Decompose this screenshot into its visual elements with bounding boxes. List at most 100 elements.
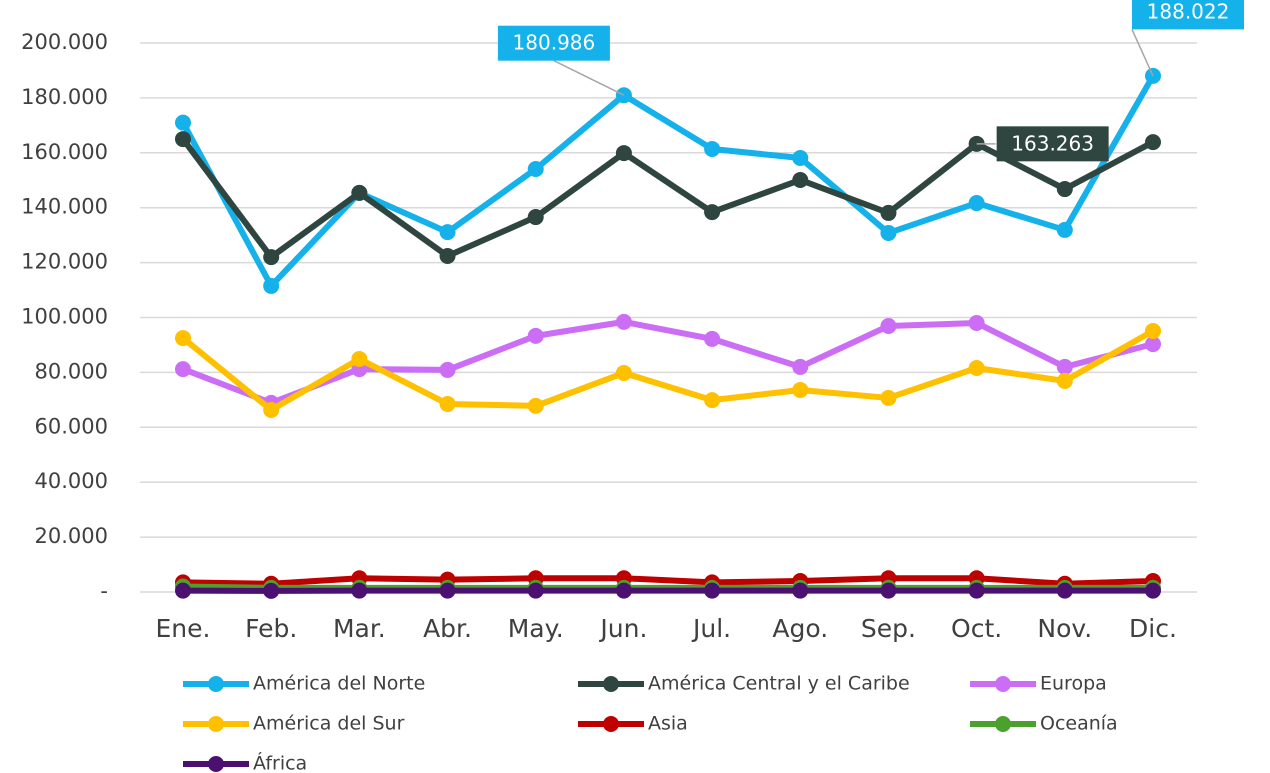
data-point — [1056, 221, 1073, 238]
legend-marker — [208, 676, 224, 692]
series-line — [180, 74, 1156, 289]
data-point — [263, 582, 280, 599]
y-tick-label: - — [100, 579, 108, 603]
y-tick-label: 40.000 — [35, 469, 108, 493]
data-point — [880, 389, 897, 406]
data-point — [880, 204, 897, 221]
data-point — [704, 582, 721, 599]
legend-label: América del Sur — [253, 713, 405, 735]
leader-line — [1131, 29, 1154, 77]
data-point — [704, 392, 721, 409]
data-point — [792, 381, 809, 398]
data-point — [175, 330, 191, 347]
data-point — [439, 361, 456, 378]
data-label: 180.986 — [513, 31, 596, 55]
data-point — [351, 184, 368, 201]
x-tick-label: Oct. — [951, 614, 1002, 643]
legend-label: Europa — [1040, 673, 1107, 695]
data-point — [439, 395, 456, 412]
data-point — [1056, 358, 1073, 375]
data-point — [615, 145, 632, 162]
legend-label: África — [253, 752, 307, 773]
data-point — [615, 364, 632, 381]
legend-marker — [603, 716, 619, 732]
data-point — [351, 350, 368, 367]
data-point — [792, 582, 809, 599]
data-point — [880, 318, 897, 335]
y-tick-label: 180.000 — [21, 85, 108, 109]
y-tick-label: 160.000 — [21, 140, 108, 164]
legend-label: América del Norte — [253, 673, 425, 695]
series-line — [181, 328, 1155, 414]
y-tick-label: 140.000 — [21, 195, 108, 219]
data-point — [968, 582, 985, 599]
data-point — [615, 582, 632, 599]
x-tick-label: Jul. — [691, 614, 731, 643]
data-point — [263, 277, 280, 294]
data-point — [263, 249, 280, 266]
data-point — [175, 361, 191, 378]
data-point — [527, 160, 544, 177]
x-tick-label: Mar. — [333, 614, 386, 643]
legend-marker — [208, 756, 224, 772]
legend-label: América Central y el Caribe — [648, 673, 910, 695]
legend-label: Oceanía — [1040, 713, 1118, 735]
y-tick-label: 20.000 — [35, 524, 108, 548]
series-line — [181, 318, 1154, 406]
series-line — [182, 575, 1154, 587]
data-point — [351, 582, 368, 599]
data-point — [704, 140, 721, 157]
data-point — [439, 248, 456, 265]
y-tick-label: 200.000 — [21, 30, 108, 54]
data-point — [1145, 336, 1161, 353]
data-point — [880, 224, 897, 241]
x-tick-label: Sep. — [861, 614, 916, 643]
legend-marker — [995, 676, 1011, 692]
data-point — [1056, 582, 1073, 599]
data-point — [439, 582, 456, 599]
legend-label: Asia — [648, 713, 688, 735]
data-point — [1056, 181, 1073, 198]
y-tick-label: 80.000 — [35, 359, 108, 383]
y-tick-label: 120.000 — [21, 250, 108, 274]
data-point — [527, 209, 544, 226]
data-label-box — [1132, 0, 1244, 30]
data-point — [880, 582, 897, 599]
data-point — [704, 204, 721, 221]
legend-marker — [208, 716, 224, 732]
data-point — [968, 314, 985, 331]
data-point — [1145, 582, 1161, 599]
data-point — [968, 360, 985, 377]
x-tick-label: Ago. — [772, 614, 828, 643]
data-point — [704, 330, 721, 347]
data-point — [792, 358, 809, 375]
x-tick-label: May. — [508, 614, 564, 643]
legend-marker — [603, 676, 619, 692]
y-tick-label: 60.000 — [35, 414, 108, 438]
data-point — [615, 313, 632, 330]
x-tick-label: Nov. — [1037, 614, 1092, 643]
data-point — [792, 171, 809, 188]
data-point — [175, 131, 191, 148]
leader-line — [553, 60, 625, 96]
data-point — [1145, 322, 1161, 339]
data-point — [527, 327, 544, 344]
data-label-box — [497, 25, 610, 61]
data-label: 188.022 — [1147, 0, 1230, 23]
data-point — [968, 195, 985, 212]
data-point — [175, 582, 191, 599]
data-point — [527, 397, 544, 414]
x-tick-label: Jun. — [598, 614, 647, 643]
x-tick-label: Dic. — [1129, 614, 1177, 643]
legend-marker — [995, 716, 1011, 732]
data-point — [439, 224, 456, 241]
y-tick-label: 100.000 — [21, 305, 108, 329]
data-point — [792, 150, 809, 167]
data-point — [263, 402, 280, 419]
data-point — [175, 114, 191, 131]
series-line — [180, 137, 1155, 261]
data-label-box — [996, 126, 1109, 162]
data-point — [1056, 372, 1073, 389]
x-tick-label: Feb. — [245, 614, 297, 643]
